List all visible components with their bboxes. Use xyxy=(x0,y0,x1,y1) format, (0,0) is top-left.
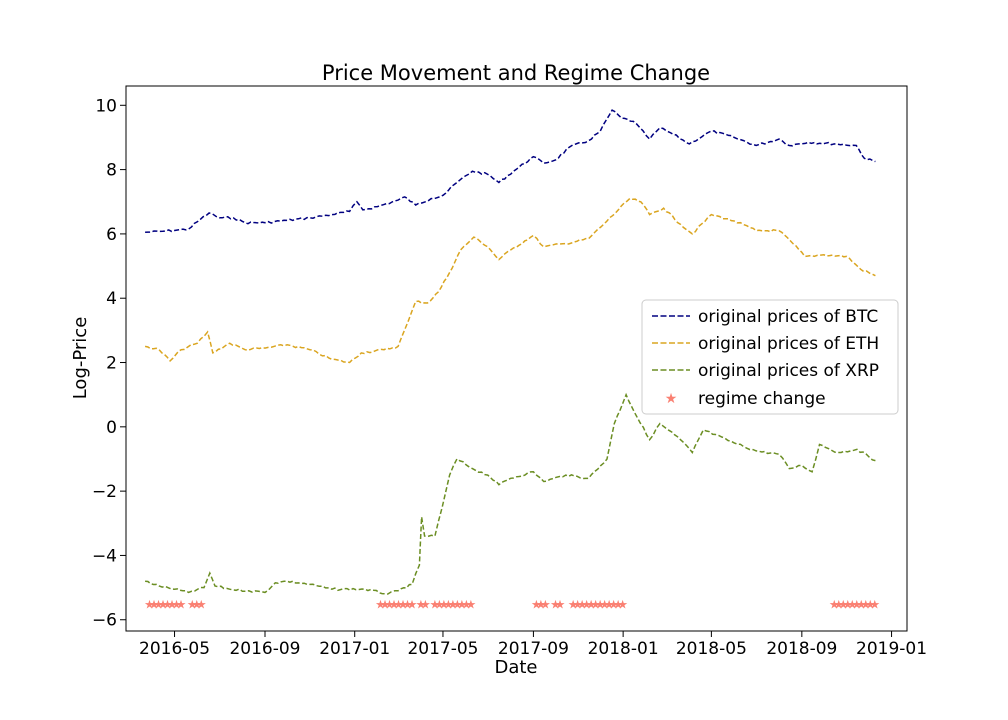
regime-marker: ★ xyxy=(398,598,409,612)
regime-marker: ★ xyxy=(595,598,606,612)
legend: original prices of BTC original prices o… xyxy=(641,299,899,415)
series-line-2 xyxy=(145,392,876,595)
regime-marker: ★ xyxy=(466,598,477,612)
regime-marker: ★ xyxy=(581,598,592,612)
y-tick-label: −2 xyxy=(92,482,117,502)
regime-marker: ★ xyxy=(171,598,182,612)
y-tick-label: −4 xyxy=(92,546,117,566)
regime-marker: ★ xyxy=(196,598,207,612)
regime-marker: ★ xyxy=(375,598,386,612)
regime-marker: ★ xyxy=(865,598,876,612)
regime-marker: ★ xyxy=(599,598,610,612)
x-tick-label: 2018-01 xyxy=(588,639,659,659)
regime-marker: ★ xyxy=(443,598,454,612)
regime-marker: ★ xyxy=(439,598,450,612)
regime-marker: ★ xyxy=(617,598,628,612)
regime-marker: ★ xyxy=(577,598,588,612)
regime-marker: ★ xyxy=(604,598,615,612)
x-tick-label: 2016-09 xyxy=(229,639,300,659)
regime-marker: ★ xyxy=(590,598,601,612)
regime-marker: ★ xyxy=(434,598,445,612)
plot-series xyxy=(144,109,876,595)
regime-marker: ★ xyxy=(550,598,561,612)
regime-marker: ★ xyxy=(829,598,840,612)
regime-marker: ★ xyxy=(149,598,160,612)
y-tick-label: 2 xyxy=(106,354,117,374)
series-line-1 xyxy=(144,197,876,364)
regime-marker: ★ xyxy=(430,598,441,612)
regime-marker: ★ xyxy=(869,598,880,612)
x-axis: 2016-05 2016-09 2017-01 2017-05 2017-09 2018-… xyxy=(139,631,927,659)
regime-marker: ★ xyxy=(461,598,472,612)
regime-markers: ★★★★★★★★ ★★★ ★★★★★★★★★★★★★★★★★★★ ★★★ ★★ ★★★★★… xyxy=(144,598,880,612)
regime-marker: ★ xyxy=(536,598,547,612)
regime-marker: ★ xyxy=(851,598,862,612)
regime-marker: ★ xyxy=(531,598,542,612)
y-tick-label: −6 xyxy=(92,611,117,631)
y-tick-label: 10 xyxy=(95,96,117,116)
y-tick-label: 8 xyxy=(106,161,117,181)
x-tick-label: 2016-05 xyxy=(139,639,210,659)
regime-marker: ★ xyxy=(158,598,169,612)
y-tick-label: 0 xyxy=(106,418,117,438)
y-tick-label: 6 xyxy=(106,225,117,245)
regime-marker: ★ xyxy=(540,598,551,612)
regime-marker: ★ xyxy=(448,598,459,612)
y-axis: −6 −4 −2 0 2 4 6 8 10 xyxy=(92,96,126,631)
regime-marker: ★ xyxy=(847,598,858,612)
regime-marker: ★ xyxy=(420,598,431,612)
legend-label-btc: original prices of BTC xyxy=(698,307,878,327)
x-tick-label: 2017-09 xyxy=(498,639,569,659)
regime-marker: ★ xyxy=(176,598,187,612)
plot-frame xyxy=(125,85,908,632)
regime-marker: ★ xyxy=(407,598,418,612)
x-axis-label: Date xyxy=(494,657,537,678)
regime-marker: ★ xyxy=(393,598,404,612)
x-tick-label: 2018-05 xyxy=(676,639,747,659)
x-tick-label: 2017-05 xyxy=(407,639,478,659)
x-tick-label: 2017-01 xyxy=(319,639,390,659)
regime-marker: ★ xyxy=(452,598,463,612)
regime-marker: ★ xyxy=(191,598,202,612)
regime-marker: ★ xyxy=(608,598,619,612)
legend-swatch-regime: ★ xyxy=(665,391,678,407)
y-tick-label: 4 xyxy=(106,289,117,309)
regime-marker: ★ xyxy=(860,598,871,612)
regime-marker: ★ xyxy=(838,598,849,612)
regime-marker: ★ xyxy=(384,598,395,612)
regime-marker: ★ xyxy=(457,598,468,612)
regime-marker: ★ xyxy=(613,598,624,612)
regime-marker: ★ xyxy=(586,598,597,612)
x-tick-label: 2018-09 xyxy=(766,639,837,659)
regime-marker: ★ xyxy=(167,598,178,612)
regime-marker: ★ xyxy=(416,598,427,612)
legend-box xyxy=(641,299,899,415)
regime-marker: ★ xyxy=(572,598,583,612)
regime-marker: ★ xyxy=(856,598,867,612)
regime-marker: ★ xyxy=(162,598,173,612)
regime-marker: ★ xyxy=(568,598,579,612)
regime-marker: ★ xyxy=(842,598,853,612)
series-line-0 xyxy=(145,109,876,234)
legend-label-xrp: original prices of XRP xyxy=(698,361,879,381)
regime-marker: ★ xyxy=(402,598,413,612)
y-axis-label: Log-Price xyxy=(70,317,91,400)
regime-marker: ★ xyxy=(833,598,844,612)
regime-marker: ★ xyxy=(187,598,198,612)
regime-marker: ★ xyxy=(380,598,391,612)
regime-marker: ★ xyxy=(153,598,164,612)
legend-label-eth: original prices of ETH xyxy=(698,334,879,354)
x-tick-label: 2019-01 xyxy=(856,639,927,659)
chart-title: Price Movement and Regime Change xyxy=(322,61,710,85)
regime-marker: ★ xyxy=(144,598,155,612)
regime-marker: ★ xyxy=(389,598,400,612)
legend-label-regime: regime change xyxy=(698,389,826,409)
regime-marker: ★ xyxy=(555,598,566,612)
